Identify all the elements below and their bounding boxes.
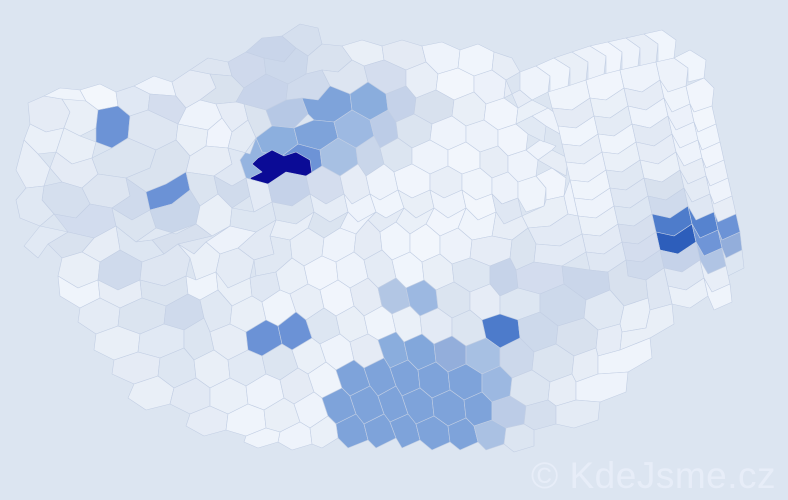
district-region [503, 423, 535, 453]
district-polygons [15, 23, 745, 453]
district-region [503, 79, 533, 109]
district-region [703, 277, 733, 311]
district-region [15, 185, 55, 227]
district-region [491, 51, 521, 81]
district-region [563, 179, 579, 217]
district-region [243, 427, 281, 449]
district-region [555, 399, 601, 429]
district-region [23, 225, 69, 259]
district-region [525, 139, 557, 161]
district-region [309, 415, 339, 449]
site-watermark: © KdeJsme.cz [530, 455, 776, 496]
